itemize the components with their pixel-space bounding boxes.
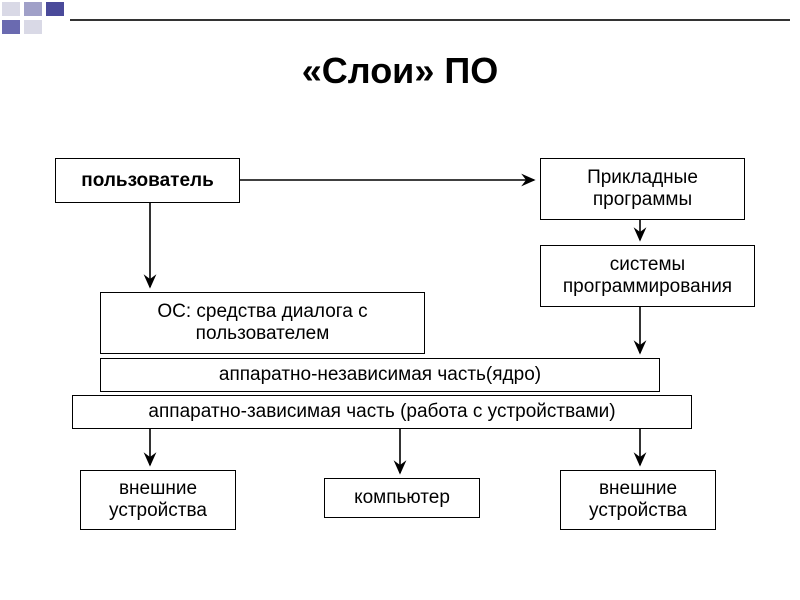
decor-square <box>2 20 20 34</box>
decor-square <box>24 2 42 16</box>
box-applications: Прикладныепрограммы <box>540 158 745 220</box>
label-os: ОС: средства диалога спользователем <box>157 301 367 345</box>
box-os-dialog: ОС: средства диалога спользователем <box>100 292 425 354</box>
label-ext1: внешниеустройства <box>109 478 207 522</box>
label-ext2: внешниеустройства <box>589 478 687 522</box>
label-comp: компьютер <box>354 487 450 509</box>
slide-decor <box>0 0 800 32</box>
box-external-devices-left: внешниеустройства <box>80 470 236 530</box>
label-prog: системыпрограммирования <box>563 254 732 298</box>
decor-square <box>2 2 20 16</box>
label-user: пользователь <box>81 170 214 192</box>
label-apps: Прикладныепрограммы <box>587 167 698 211</box>
slide-title: «Слои» ПО <box>270 50 530 92</box>
box-computer: компьютер <box>324 478 480 518</box>
box-external-devices-right: внешниеустройства <box>560 470 716 530</box>
label-hwdep: аппаратно-зависимая часть (работа с устр… <box>148 401 615 423</box>
box-kernel: аппаратно-независимая часть(ядро) <box>100 358 660 392</box>
decor-square <box>24 20 42 34</box>
box-hardware-dependent: аппаратно-зависимая часть (работа с устр… <box>72 395 692 429</box>
box-programming-systems: системыпрограммирования <box>540 245 755 307</box>
box-user: пользователь <box>55 158 240 203</box>
decor-square <box>46 2 64 16</box>
label-kernel: аппаратно-независимая часть(ядро) <box>219 364 541 386</box>
